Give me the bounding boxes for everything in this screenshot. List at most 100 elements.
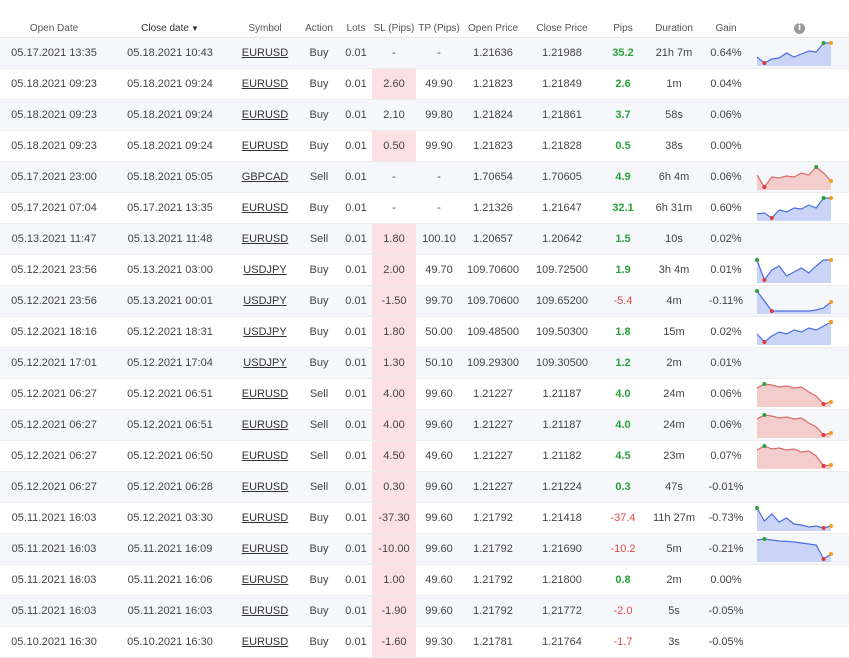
table-row[interactable]: 05.13.2021 11:47 05.13.2021 11:48 EURUSD Se… <box>0 223 849 255</box>
table-row[interactable]: 05.11.2021 16:03 05.11.2021 16:09 EURUSD Bu… <box>0 533 849 565</box>
table-row[interactable]: 05.12.2021 06:27 05.12.2021 06:51 EURUSD Se… <box>0 378 849 410</box>
symbol-link[interactable]: EURUSD <box>241 388 289 400</box>
cell-sl: - <box>372 161 416 193</box>
cell-action: Buy <box>298 564 340 596</box>
symbol-link[interactable]: EURUSD <box>241 574 289 586</box>
symbol-link[interactable]: USDJPY <box>243 295 287 307</box>
table-row[interactable]: 05.12.2021 18:16 05.12.2021 18:31 USDJPY Bu… <box>0 316 849 348</box>
col-symbol[interactable]: Symbol <box>232 0 298 38</box>
table-row[interactable]: 05.12.2021 23:56 05.13.2021 00:01 USDJPY Bu… <box>0 285 849 317</box>
cell-sparkline[interactable] <box>750 471 849 503</box>
table-row[interactable]: 05.11.2021 16:03 05.11.2021 16:03 EURUSD Bu… <box>0 595 849 627</box>
col-pips[interactable]: Pips <box>600 0 646 38</box>
cell-pips: 4.0 <box>600 378 646 410</box>
col-duration[interactable]: Duration <box>646 0 702 38</box>
symbol-link[interactable]: EURUSD <box>241 47 289 59</box>
cell-sparkline[interactable] <box>750 192 849 224</box>
cell-sparkline[interactable] <box>750 595 849 627</box>
equity-sparkline[interactable] <box>754 40 834 66</box>
cell-close-date: 05.11.2021 16:06 <box>108 564 232 596</box>
cell-action: Sell <box>298 161 340 193</box>
equity-sparkline[interactable] <box>754 443 834 469</box>
symbol-link[interactable]: EURUSD <box>241 605 289 617</box>
cell-sparkline[interactable] <box>750 409 849 441</box>
table-row[interactable]: 05.12.2021 06:27 05.12.2021 06:51 EURUSD Se… <box>0 409 849 441</box>
col-gain[interactable]: Gain <box>702 0 750 38</box>
symbol-link[interactable]: EURUSD <box>241 636 289 648</box>
cell-sparkline[interactable] <box>750 99 849 131</box>
symbol-link[interactable]: EURUSD <box>241 78 289 90</box>
cell-sparkline[interactable] <box>750 285 849 317</box>
sparkline-line <box>756 383 832 405</box>
col-open-date[interactable]: Open Date <box>0 0 108 38</box>
symbol-link[interactable]: EURUSD <box>241 202 289 214</box>
info-icon[interactable]: i <box>794 23 805 34</box>
table-row[interactable]: 05.12.2021 06:27 05.12.2021 06:50 EURUSD Se… <box>0 440 849 472</box>
col-tp[interactable]: TP (Pips) <box>416 0 462 38</box>
table-row[interactable]: 05.11.2021 16:03 05.11.2021 16:06 EURUSD Bu… <box>0 564 849 596</box>
symbol-link[interactable]: EURUSD <box>241 109 289 121</box>
symbol-link[interactable]: USDJPY <box>243 357 287 369</box>
table-row[interactable]: 05.10.2021 16:30 05.10.2021 16:30 EURUSD Bu… <box>0 626 849 658</box>
table-row[interactable]: 05.18.2021 09:23 05.18.2021 09:24 EURUSD Bu… <box>0 130 849 162</box>
equity-sparkline[interactable] <box>754 195 834 221</box>
cell-sparkline[interactable] <box>750 316 849 348</box>
table-row[interactable]: 05.18.2021 09:23 05.18.2021 09:24 EURUSD Bu… <box>0 68 849 100</box>
equity-sparkline[interactable] <box>754 164 834 190</box>
cell-sl: 2.60 <box>372 68 416 100</box>
equity-sparkline[interactable] <box>754 257 834 283</box>
table-row[interactable]: 05.17.2021 23:00 05.18.2021 05:05 GBPCAD Se… <box>0 161 849 193</box>
cell-pips: 2.6 <box>600 68 646 100</box>
cell-sparkline[interactable] <box>750 161 849 193</box>
table-row[interactable]: 05.18.2021 09:23 05.18.2021 09:24 EURUSD Bu… <box>0 99 849 131</box>
col-info[interactable]: i <box>750 0 849 38</box>
table-row[interactable]: 05.17.2021 13:35 05.18.2021 10:43 EURUSD Bu… <box>0 37 849 69</box>
symbol-link[interactable]: EURUSD <box>241 419 289 431</box>
cell-lots: 0.01 <box>340 471 372 503</box>
equity-sparkline[interactable] <box>754 505 834 531</box>
cell-sparkline[interactable] <box>750 533 849 565</box>
symbol-link[interactable]: EURUSD <box>241 481 289 493</box>
col-close-date[interactable]: Close date ▼ <box>108 0 232 38</box>
cell-gain: 0.06% <box>702 161 750 193</box>
col-open-price[interactable]: Open Price <box>462 0 524 38</box>
table-row[interactable]: 05.11.2021 16:03 05.12.2021 03:30 EURUSD Bu… <box>0 502 849 534</box>
table-row[interactable]: 05.17.2021 07:04 05.17.2021 13:35 EURUSD Bu… <box>0 192 849 224</box>
symbol-link[interactable]: EURUSD <box>241 233 289 245</box>
cell-close-date: 05.13.2021 11:48 <box>108 223 232 255</box>
cell-sparkline[interactable] <box>750 564 849 596</box>
symbol-link[interactable]: EURUSD <box>241 450 289 462</box>
table-row[interactable]: 05.12.2021 06:27 05.12.2021 06:28 EURUSD Se… <box>0 471 849 503</box>
cell-sparkline[interactable] <box>750 440 849 472</box>
symbol-link[interactable]: EURUSD <box>241 140 289 152</box>
cell-sparkline[interactable] <box>750 130 849 162</box>
cell-sparkline[interactable] <box>750 626 849 658</box>
cell-sparkline[interactable] <box>750 378 849 410</box>
equity-sparkline[interactable] <box>754 536 834 562</box>
equity-sparkline[interactable] <box>754 412 834 438</box>
symbol-link[interactable]: EURUSD <box>241 512 289 524</box>
symbol-link[interactable]: USDJPY <box>243 264 287 276</box>
cell-sparkline[interactable] <box>750 37 849 69</box>
col-sl[interactable]: SL (Pips) <box>372 0 416 38</box>
cell-sparkline[interactable] <box>750 68 849 100</box>
cell-sl: 1.00 <box>372 564 416 596</box>
col-lots[interactable]: Lots <box>340 0 372 38</box>
symbol-link[interactable]: USDJPY <box>243 326 287 338</box>
cell-pips: 1.9 <box>600 254 646 286</box>
cell-pips: 4.9 <box>600 161 646 193</box>
equity-sparkline[interactable] <box>754 288 834 314</box>
cell-sparkline[interactable] <box>750 223 849 255</box>
equity-sparkline[interactable] <box>754 381 834 407</box>
cell-sparkline[interactable] <box>750 347 849 379</box>
symbol-link[interactable]: EURUSD <box>241 543 289 555</box>
table-row[interactable]: 05.12.2021 17:01 05.12.2021 17:04 USDJPY Bu… <box>0 347 849 379</box>
col-close-price[interactable]: Close Price <box>524 0 600 38</box>
cell-sparkline[interactable] <box>750 502 849 534</box>
cell-close-price: 1.21849 <box>524 68 600 100</box>
col-action[interactable]: Action <box>298 0 340 38</box>
table-row[interactable]: 05.12.2021 23:56 05.13.2021 03:00 USDJPY Bu… <box>0 254 849 286</box>
equity-sparkline[interactable] <box>754 319 834 345</box>
cell-sparkline[interactable] <box>750 254 849 286</box>
symbol-link[interactable]: GBPCAD <box>241 171 289 183</box>
